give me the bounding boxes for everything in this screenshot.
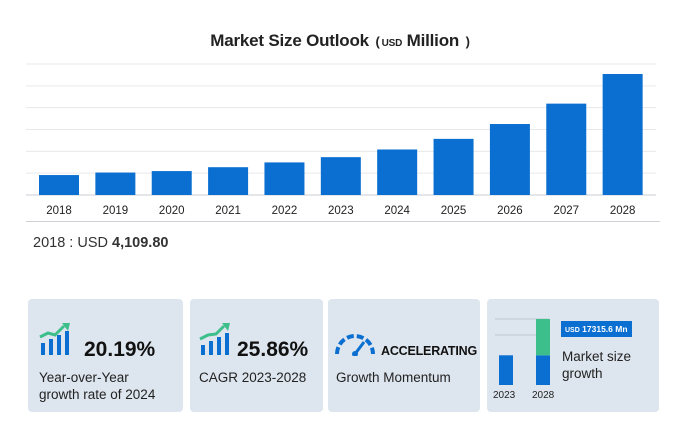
x-tick-label-2028: 2028 <box>610 205 636 217</box>
bar-2022 <box>264 162 305 195</box>
base-year-label: 2018 : USD <box>33 235 108 251</box>
base-year-value: 2018 : USD 4,109.80 <box>33 235 168 251</box>
market-size-label-line1: Market size <box>562 349 632 364</box>
bar-2021 <box>208 167 249 195</box>
yoy-card: 20.19% Year-over-Year growth rate of 202… <box>28 299 183 412</box>
bar-chart: 2018 2019 2020 2021 2022 2023 2024 2025 2026 2027… <box>26 63 656 217</box>
bar-2023 <box>320 157 361 195</box>
market-size-badge: USD 17315.6 Mn <box>561 321 632 337</box>
x-tick-label-2026: 2026 <box>497 205 523 217</box>
x-tick-label-2020: 2020 <box>159 205 185 217</box>
x-tick-label-2024: 2024 <box>384 205 410 217</box>
bar-2019 <box>95 172 136 195</box>
mini-bar-start <box>499 355 513 385</box>
x-tick-label-2023: 2023 <box>328 205 354 217</box>
x-tick-label-2018: 2018 <box>46 205 72 217</box>
market-size-year-end: 2028 <box>532 390 555 401</box>
bar-2026 <box>489 124 530 195</box>
title-unit-suffix: Million <box>406 31 460 50</box>
market-size-label-line2: growth <box>562 366 603 381</box>
bar-2028 <box>602 73 643 195</box>
title-close-paren: ) <box>465 34 470 49</box>
bar-2018 <box>39 175 79 195</box>
yoy-label-line1: Year-over-Year <box>39 370 129 385</box>
growth-bars-icon <box>39 323 70 355</box>
x-tick-label-2022: 2022 <box>272 205 298 217</box>
market-size-card: USD 17315.6 Mn Market size growth 2023 2… <box>487 299 659 412</box>
trend-bars-icon <box>199 323 230 355</box>
title-open-paren: ( <box>375 34 380 49</box>
cagr-value: 25.86% <box>237 338 309 361</box>
x-tick-label-2025: 2025 <box>441 205 467 217</box>
x-tick-label-2019: 2019 <box>103 205 129 217</box>
bar-2027 <box>546 103 587 195</box>
yoy-label-line2: growth rate of 2024 <box>39 387 156 402</box>
chart-divider <box>26 221 660 222</box>
momentum-label: Growth Momentum <box>336 370 451 385</box>
x-tick-label-2027: 2027 <box>553 205 579 217</box>
title-unit: USD <box>381 38 403 49</box>
bar-2025 <box>433 138 474 195</box>
mini-bar-end-base <box>536 355 550 385</box>
x-tick-label-2021: 2021 <box>215 205 241 217</box>
bar-2024 <box>377 149 418 195</box>
chart-title: Market Size Outlook (USD Million ) <box>0 31 682 51</box>
chart-title-text: Market Size Outlook <box>210 31 369 50</box>
speedometer-icon <box>335 334 375 356</box>
bar-2020 <box>151 171 192 195</box>
yoy-value: 20.19% <box>84 338 156 361</box>
market-size-year-start: 2023 <box>493 390 516 401</box>
base-year-amount: 4,109.80 <box>112 235 169 251</box>
momentum-card: ACCELERATING Growth Momentum <box>328 299 480 412</box>
cagr-label: CAGR 2023-2028 <box>199 370 307 385</box>
mini-bar-end-growth <box>536 319 550 356</box>
market-size-badge-value: 17315.6 Mn <box>582 324 628 334</box>
cagr-card: 25.86% CAGR 2023-2028 <box>190 299 323 412</box>
market-size-mini-chart <box>495 318 550 385</box>
momentum-value: ACCELERATING <box>381 344 477 358</box>
market-size-badge-unit: USD <box>565 327 580 334</box>
